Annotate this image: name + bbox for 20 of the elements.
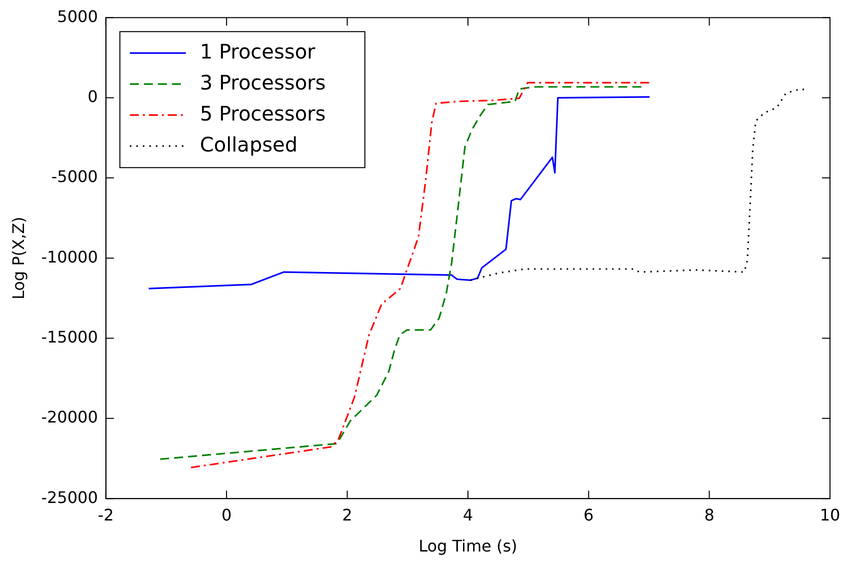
x-axis-title: Log Time (s) [418, 536, 518, 556]
y-axis-title: Log P(X,Z) [8, 216, 28, 300]
y-tick-label: 0 [88, 86, 98, 106]
y-tick-label: 5000 [57, 6, 98, 26]
x-tick-label: 8 [704, 505, 714, 524]
x-tick-label: -2 [98, 505, 114, 524]
y-tick-label: -20000 [41, 408, 98, 427]
y-tick-label: -5000 [51, 167, 98, 186]
x-tick-label: 2 [342, 505, 352, 524]
legend-label: 5 Processors [200, 101, 326, 126]
x-tick-label: 4 [462, 505, 474, 524]
y-tick-label: -15000 [41, 327, 98, 346]
legend-label: Collapsed [200, 132, 298, 156]
y-tick-label: -10000 [41, 247, 98, 266]
legend-label: 1 Processor [200, 39, 316, 64]
legend-label: 3 Processors [200, 70, 326, 94]
y-tick-label: -25000 [41, 488, 98, 507]
x-tick-label: 10 [820, 505, 840, 524]
x-tick-label: 6 [584, 505, 594, 524]
x-tick-label: 0 [221, 505, 232, 524]
